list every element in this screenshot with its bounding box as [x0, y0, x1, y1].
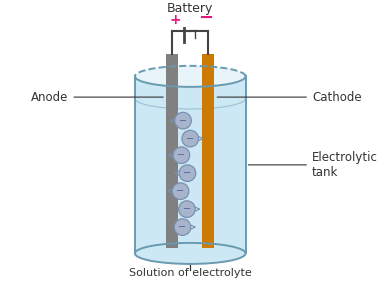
Text: −: −	[186, 134, 194, 144]
Ellipse shape	[174, 219, 191, 235]
Text: Solution of electrolyte: Solution of electrolyte	[129, 268, 252, 278]
Text: Electrolytic
tank: Electrolytic tank	[248, 151, 378, 179]
Bar	[135, 76, 245, 253]
Ellipse shape	[135, 243, 245, 264]
Text: Anode: Anode	[31, 91, 163, 104]
Ellipse shape	[175, 112, 191, 129]
Text: −: −	[176, 186, 185, 196]
Text: −: −	[183, 168, 192, 178]
Bar	[202, 54, 214, 248]
Ellipse shape	[182, 130, 198, 147]
Text: Battery: Battery	[167, 3, 213, 16]
Text: +: +	[169, 13, 181, 27]
Text: −: −	[179, 115, 187, 126]
Text: −: −	[178, 222, 187, 232]
Ellipse shape	[179, 165, 196, 181]
Text: −: −	[177, 150, 185, 160]
Bar	[166, 54, 178, 248]
Ellipse shape	[135, 66, 245, 87]
Ellipse shape	[173, 147, 190, 164]
Ellipse shape	[179, 201, 195, 217]
Ellipse shape	[172, 183, 189, 200]
Text: −: −	[183, 204, 191, 214]
Text: Cathode: Cathode	[217, 91, 361, 104]
Text: −: −	[198, 10, 213, 27]
